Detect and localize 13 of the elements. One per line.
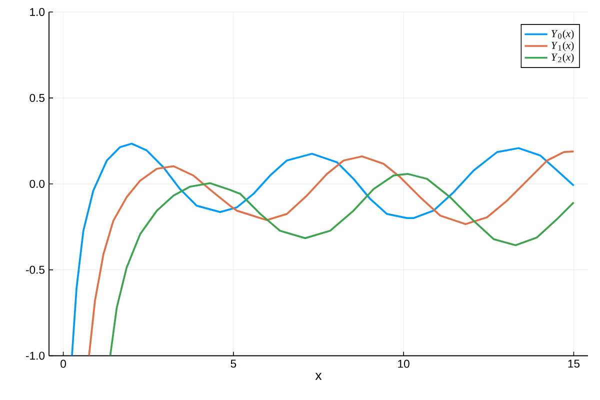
legend-label: Y$_{0}$(x) [552, 30, 574, 40]
legend-label: Y$_{2}$(x) [552, 53, 574, 63]
legend-label: Y$_{1}$(x) [552, 41, 574, 52]
x-axis-title: x [315, 372, 322, 380]
y-tick-label: -1.0 [26, 352, 45, 360]
x-tick-label: 15 [568, 360, 580, 368]
y-tick-label: 1.0 [30, 8, 45, 16]
y-tick-label: 0.5 [30, 94, 45, 102]
y-tick-label: -0.5 [26, 266, 45, 274]
y-tick-label: 0.0 [30, 180, 45, 188]
x-tick-label: 10 [398, 360, 410, 368]
x-tick-label: 0 [60, 360, 66, 368]
x-tick-label: 5 [230, 360, 236, 368]
